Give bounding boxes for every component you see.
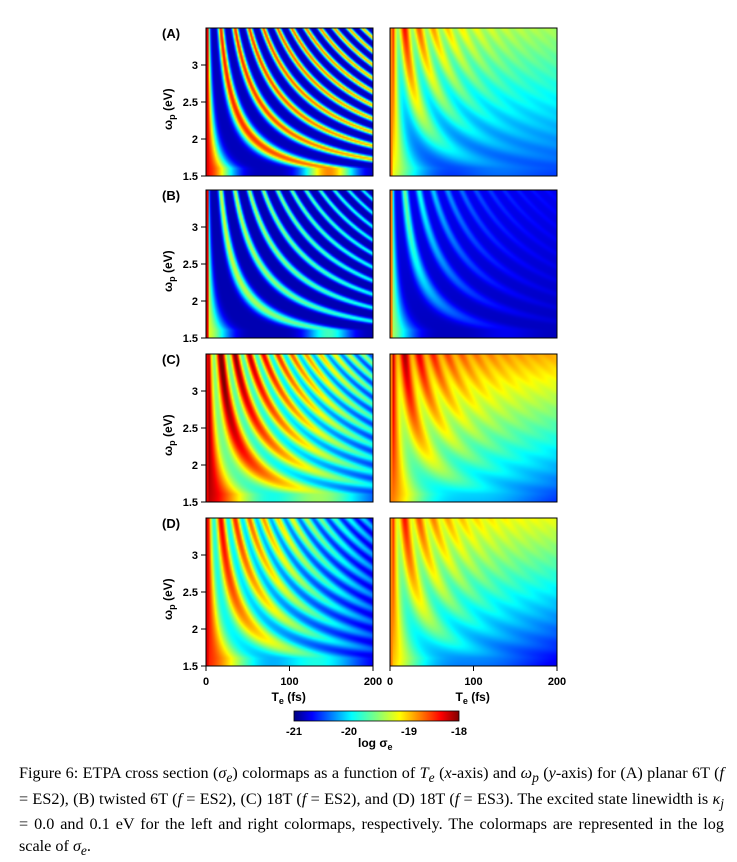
x-tick-label: 200 xyxy=(548,676,566,688)
colormap-right-d xyxy=(390,518,557,666)
y-axis-label: ωp (eV) xyxy=(161,88,177,130)
x-tick-label: 0 xyxy=(203,676,209,688)
y-tick-label: 1.5 xyxy=(183,661,198,673)
x-axis-label: Te (fs) xyxy=(456,690,490,706)
y-tick-label: 1.5 xyxy=(183,497,198,509)
y-tick-label: 2 xyxy=(192,134,198,146)
panel-frame xyxy=(389,27,558,177)
panel-label: (D) xyxy=(162,516,180,531)
colorbar-tick-label: -20 xyxy=(341,726,357,738)
y-tick-label: 1.5 xyxy=(183,171,198,183)
colormap-left-d xyxy=(206,518,373,666)
panel-frame xyxy=(389,353,558,503)
colorbar-tick-label: -21 xyxy=(286,726,302,738)
panel-label: (A) xyxy=(162,26,180,41)
y-tick-label: 3 xyxy=(192,60,198,72)
colorbar-label: log σe xyxy=(358,736,393,752)
y-tick-label: 2.5 xyxy=(183,423,198,435)
panel-label: (B) xyxy=(162,188,180,203)
x-tick-label: 100 xyxy=(280,676,298,688)
y-tick-label: 2.5 xyxy=(183,97,198,109)
colorbar-tick-label: -18 xyxy=(451,726,467,738)
y-tick-label: 3 xyxy=(192,386,198,398)
colormap-left-b xyxy=(206,190,373,338)
y-axis-label: ωp (eV) xyxy=(161,414,177,456)
panel-label: (C) xyxy=(162,352,180,367)
x-tick-label: 200 xyxy=(364,676,382,688)
figure-caption: Figure 6: ETPA cross section (σe) colorm… xyxy=(19,764,724,859)
x-tick-label: 0 xyxy=(387,676,393,688)
y-tick-label: 2 xyxy=(192,624,198,636)
colorbar-tick-label: -19 xyxy=(401,726,417,738)
colormap-right-c xyxy=(390,354,557,502)
x-tick-label: 100 xyxy=(464,676,482,688)
y-tick-label: 2 xyxy=(192,460,198,472)
y-tick-label: 2.5 xyxy=(183,587,198,599)
colormap-left-a xyxy=(206,28,373,176)
colorbar-gradient xyxy=(293,710,460,722)
colorbar: -21 -20 -19 -18 log σe xyxy=(286,710,467,752)
colormap-left-c xyxy=(206,354,373,502)
y-tick-label: 2 xyxy=(192,296,198,308)
colormap-right-a xyxy=(390,28,557,176)
panel-frame xyxy=(389,189,558,339)
y-tick-label: 2.5 xyxy=(183,259,198,271)
y-axis-label: ωp (eV) xyxy=(161,250,177,292)
y-tick-label: 3 xyxy=(192,550,198,562)
y-tick-label: 1.5 xyxy=(183,333,198,345)
y-tick-label: 3 xyxy=(192,222,198,234)
y-axis-label: ωp (eV) xyxy=(161,578,177,620)
x-axis-label: Te (fs) xyxy=(272,690,306,706)
colormap-right-b xyxy=(390,190,557,338)
